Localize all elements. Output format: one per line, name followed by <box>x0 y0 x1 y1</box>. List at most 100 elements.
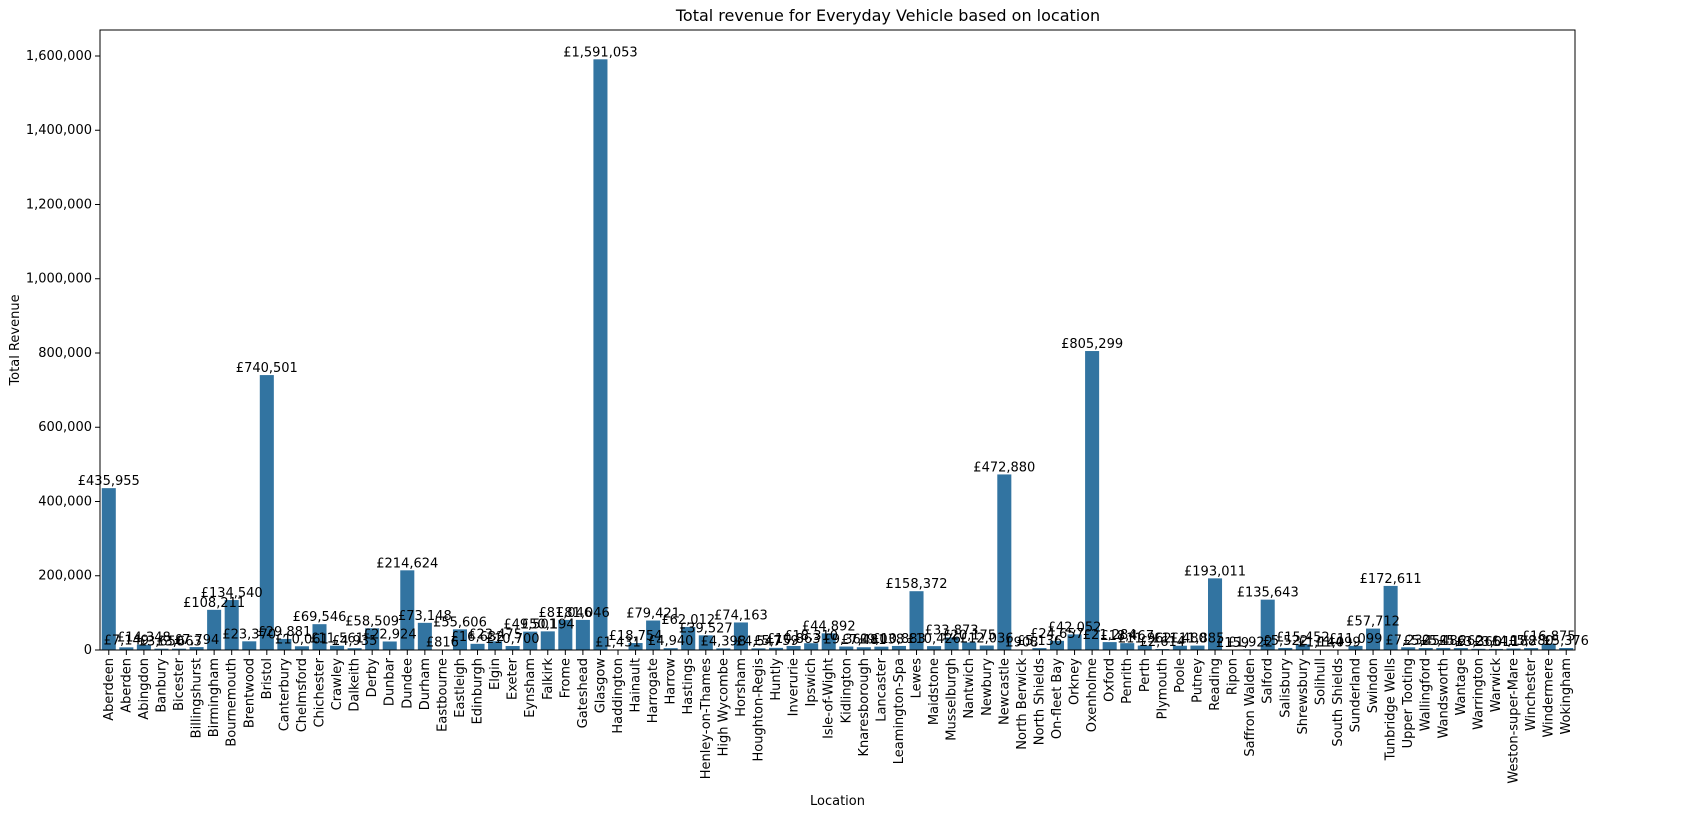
x-tick-label: Oxenholme <box>1085 658 1100 732</box>
y-axis-title: Total Revenue <box>8 294 23 386</box>
x-tick-label: Warwick <box>1489 658 1504 713</box>
bar <box>505 646 520 650</box>
bar-value-label: £73,148 <box>398 609 452 624</box>
bar-value-label: £18,754 <box>609 629 663 644</box>
x-tick-label: Nantwich <box>962 658 977 719</box>
bar-value-label: £9,361 <box>824 633 870 648</box>
x-tick-label: North Shields <box>1032 658 1047 745</box>
bar-value-label: £12,036 <box>960 632 1014 647</box>
bar-value-label: £81,046 <box>538 606 592 621</box>
x-tick-label: Weston-super-Mare <box>1507 658 1522 784</box>
bar-value-label: £159 <box>1216 636 1249 651</box>
x-tick-label: Newbury <box>980 658 995 716</box>
bar <box>189 647 204 650</box>
bar-value-label: £135,643 <box>1237 586 1299 601</box>
bar <box>1085 351 1100 650</box>
bar <box>1524 648 1539 650</box>
x-tick-label: Wandsworth <box>1436 658 1451 739</box>
bar <box>1102 642 1117 650</box>
x-axis-title: Location <box>810 794 865 809</box>
x-tick-label: Hainault <box>629 658 644 713</box>
x-tick-label: Eastbourne <box>435 658 450 732</box>
bar-value-label: £5,136 <box>1017 634 1063 649</box>
bar <box>1506 648 1521 650</box>
bar <box>523 631 538 650</box>
x-tick-label: Maidstone <box>927 658 942 725</box>
x-tick-label: Upper Tooting <box>1401 658 1416 748</box>
bar <box>927 646 942 650</box>
y-tick-label: 1,600,000 <box>26 49 92 64</box>
x-tick-label: Dalkeith <box>348 658 363 712</box>
x-tick-label: Solihull <box>1313 658 1328 705</box>
bar-value-label: £3,663 <box>156 635 202 650</box>
bar <box>733 622 748 650</box>
plot-frame <box>99 29 1576 651</box>
bar <box>1541 643 1556 650</box>
x-tick-label: On-fleet Bay <box>1050 658 1065 739</box>
x-tick-label: Ripon <box>1226 658 1241 695</box>
x-tick-label: Newcastle <box>997 658 1012 725</box>
bar <box>540 631 555 650</box>
y-tick-label: 200,000 <box>38 569 92 584</box>
x-tick-label: High Wycombe <box>716 658 731 756</box>
x-tick-label: Tunbridge Wells <box>1384 658 1399 762</box>
bar <box>400 570 415 650</box>
x-tick-label: Inverurie <box>787 658 802 716</box>
bar-value-label: £3,650 <box>139 635 185 650</box>
x-tick-label: Hastings <box>681 658 696 715</box>
bar-value-label: £805,299 <box>1061 337 1123 352</box>
x-tick-label: Dunbar <box>383 657 398 706</box>
x-tick-label: Bicester <box>172 657 187 711</box>
bar-value-label: £20,175 <box>942 629 996 644</box>
x-tick-label: Musselburgh <box>945 658 960 741</box>
x-tick-label: Wallingford <box>1419 658 1434 731</box>
x-tick-label: Saffron Walden <box>1243 658 1258 757</box>
bar-value-label: £16,632 <box>451 630 505 645</box>
bar <box>470 643 485 650</box>
bars-group <box>101 59 1574 650</box>
bar <box>716 648 731 650</box>
bar-value-label: £1,144 <box>1298 636 1344 651</box>
x-tick-label: Houghton-Regis <box>751 658 766 762</box>
bar-value-label: £79,421 <box>626 607 680 622</box>
bar-value-label: £7,232 <box>1385 633 1431 648</box>
x-tick-label: Chichester <box>312 657 327 727</box>
bar <box>242 641 257 650</box>
x-tick-label: Dundee <box>400 658 415 709</box>
bar-value-label: £4,188 <box>1491 634 1537 649</box>
bar-value-label: £50,194 <box>521 617 575 632</box>
bar <box>1471 648 1486 650</box>
bar-value-label: £908 <box>1005 636 1038 651</box>
bar-value-label: £42,052 <box>1048 620 1102 635</box>
x-tick-label: Shrewsbury <box>1296 658 1311 735</box>
bar <box>856 647 871 650</box>
bar <box>1401 647 1416 650</box>
x-tick-label: Leamington-Spa <box>892 658 907 764</box>
bar <box>1436 647 1451 650</box>
x-tick-label: Haddington <box>611 658 626 734</box>
bar-value-label: £10,863 <box>767 632 821 647</box>
x-tick-label: Gateshead <box>576 658 591 728</box>
bar <box>136 644 151 650</box>
bar-value-label: £4,935 <box>332 634 378 649</box>
bar <box>154 648 169 650</box>
bar-value-label: £29,881 <box>257 625 311 640</box>
x-tick-label: Durham <box>418 658 433 710</box>
x-tick-label: Exeter <box>506 657 521 700</box>
bar <box>312 624 327 650</box>
x-tick-label: Canterbury <box>277 658 292 732</box>
bar-value-label: £18,310 <box>784 629 838 644</box>
bar <box>417 622 432 650</box>
bar <box>1366 628 1381 650</box>
x-tick-label: Penrith <box>1120 658 1135 704</box>
bar-value-label: £1,591,053 <box>563 45 637 60</box>
bar-value-label: £57,712 <box>1346 615 1400 630</box>
x-tick-label: Oxford <box>1103 658 1118 702</box>
bar-value-label: £11,885 <box>1171 632 1225 647</box>
bar <box>751 648 766 650</box>
bar-value-label: £69,546 <box>293 610 347 625</box>
y-axis: 0 200,000 400,000 600,000 800,000 1,000,000 1,… <box>26 49 100 658</box>
x-tick-label: Eynsham <box>523 658 538 718</box>
bar-value-label: £11,480 <box>1153 632 1207 647</box>
x-tick-label: Banbury <box>154 658 169 713</box>
